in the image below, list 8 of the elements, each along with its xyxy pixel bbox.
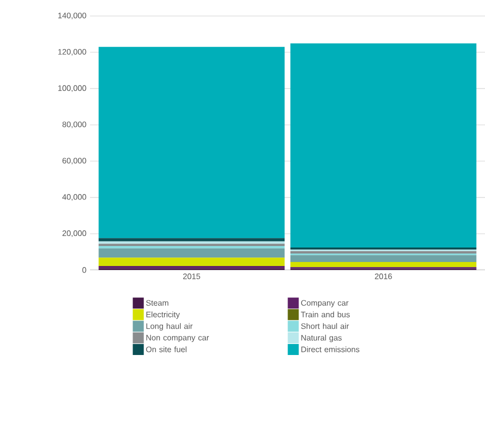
- bar: [290, 255, 476, 262]
- bar: [98, 244, 285, 246]
- bar: [98, 258, 285, 266]
- bar: [290, 43, 476, 248]
- bar: [98, 46, 285, 238]
- bar: [98, 238, 285, 242]
- bar: [290, 262, 476, 268]
- bar: [98, 248, 285, 258]
